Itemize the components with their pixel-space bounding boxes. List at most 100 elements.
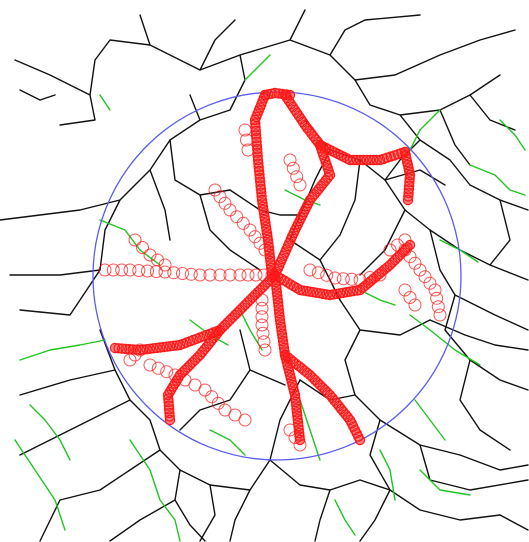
network-edge — [499, 514, 529, 531]
path-marker — [260, 221, 272, 232]
path-marker — [213, 190, 227, 204]
path-marker — [250, 118, 261, 129]
path-marker — [408, 256, 422, 270]
path-marker — [271, 287, 283, 298]
path-marker — [258, 243, 272, 257]
network-edge — [229, 379, 301, 542]
network-edge — [419, 444, 529, 491]
network-edge — [19, 369, 116, 396]
path-marker — [292, 414, 303, 425]
path-marker — [373, 268, 387, 282]
network-edge — [39, 449, 161, 542]
path-marker — [258, 204, 269, 216]
network-edge — [369, 419, 501, 521]
network-edge-green — [99, 94, 111, 111]
path-marker — [240, 133, 253, 147]
path-marker — [433, 308, 447, 322]
path-marker — [341, 287, 352, 298]
network-edge-green — [414, 399, 446, 441]
path-marker — [307, 191, 318, 203]
network-edge — [339, 159, 361, 236]
network-edge — [384, 169, 446, 186]
path-marker — [283, 153, 297, 167]
path-marker — [257, 335, 271, 349]
path-marker — [258, 208, 270, 219]
path-marker — [164, 386, 175, 398]
path-marker — [291, 403, 302, 414]
path-marker — [403, 191, 414, 202]
path-marker — [163, 393, 174, 404]
network-edge-green — [439, 239, 479, 263]
network-edge — [359, 489, 391, 542]
network-edge-green — [19, 339, 106, 361]
network-edge — [19, 399, 131, 456]
network-edge-green — [409, 314, 481, 366]
path-marker — [413, 263, 427, 277]
network-edge — [19, 89, 56, 101]
path-marker — [293, 421, 304, 432]
path-marker — [223, 268, 237, 282]
network-edge-green — [419, 469, 471, 496]
path-marker — [98, 263, 112, 277]
path-marker — [311, 266, 325, 280]
path-marker — [344, 154, 356, 166]
path-marker — [161, 341, 172, 352]
path-marker — [291, 282, 303, 294]
path-marker — [284, 89, 296, 101]
path-marker — [403, 184, 415, 195]
path-marker — [143, 248, 157, 262]
network-edge-green — [469, 164, 526, 196]
path-marker — [169, 378, 181, 389]
path-marker — [260, 218, 271, 229]
path-marker — [345, 272, 359, 286]
path-marker — [270, 273, 281, 284]
network-edge — [429, 319, 529, 351]
path-marker — [255, 301, 269, 315]
path-marker — [428, 283, 442, 297]
path-marker — [158, 341, 169, 353]
path-marker — [361, 154, 372, 166]
path-marker — [277, 88, 288, 100]
path-marker — [348, 285, 359, 297]
path-marker — [256, 194, 268, 206]
black-edges — [0, 9, 529, 542]
network-edge — [174, 469, 206, 542]
path-marker — [288, 281, 299, 292]
path-marker — [398, 243, 412, 257]
path-marker — [163, 400, 175, 411]
path-marker — [364, 154, 376, 166]
path-marker — [184, 267, 198, 281]
path-marker — [398, 283, 412, 297]
green-edges — [14, 54, 526, 542]
path-marker — [249, 114, 261, 126]
path-marker — [123, 353, 137, 367]
path-marker — [271, 280, 282, 291]
path-marker — [308, 287, 319, 298]
path-marker — [253, 162, 264, 173]
network-edge — [354, 74, 501, 116]
path-marker — [334, 288, 346, 299]
path-marker — [256, 191, 267, 202]
path-marker — [265, 268, 279, 282]
path-marker — [403, 180, 415, 191]
path-marker — [265, 255, 276, 267]
path-marker — [311, 287, 322, 298]
path-marker — [255, 293, 269, 307]
path-marker — [253, 158, 264, 169]
highlighted-path-markers — [98, 87, 447, 452]
path-marker — [289, 389, 301, 401]
path-marker — [290, 396, 301, 408]
path-marker — [158, 265, 172, 279]
path-marker — [269, 87, 281, 99]
path-marker — [236, 216, 250, 230]
path-marker — [391, 238, 404, 252]
path-marker — [256, 187, 267, 198]
path-marker — [252, 154, 264, 166]
path-marker — [353, 273, 367, 287]
path-marker — [358, 154, 369, 166]
network-edge — [19, 269, 101, 316]
network-edge-green — [379, 449, 396, 501]
path-marker — [238, 413, 252, 427]
path-marker — [176, 267, 189, 280]
